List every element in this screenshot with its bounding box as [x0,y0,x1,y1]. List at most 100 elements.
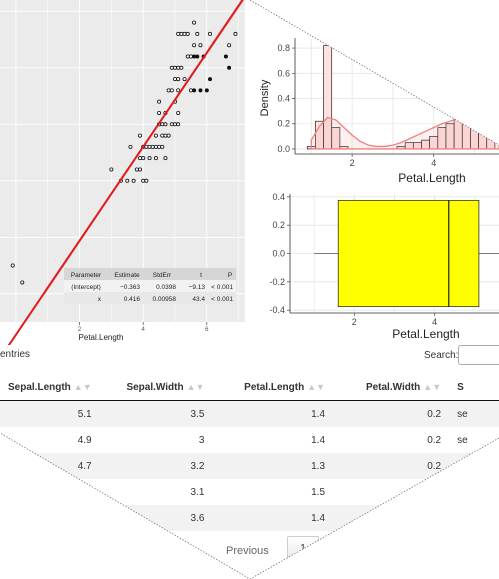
density-y-ticks: 0.8 0.6 0.4 0.2 0.0 [277,43,295,154]
cell-petal-length: 1.4 [212,400,334,427]
cell-sepal-width: 3.1 [190,486,205,498]
sort-icon: ▲▼ [73,381,92,392]
table-row[interactable]: 3.6 1.4 [0,505,499,531]
column-header-sepal-width[interactable]: Sepal.Width ▲▼ [99,374,213,401]
cell-sepal-width: 3.2 [99,453,213,479]
data-point [176,65,181,70]
reg-row-x-estimate: 0.416 [124,296,141,303]
x-tick-label: 2 [352,317,357,327]
cell-species: se [457,434,468,446]
data-point [160,144,165,149]
sort-icon: ▲▼ [186,381,205,392]
data-point [141,156,146,161]
data-point [179,31,184,36]
table-row[interactable]: 5.1 3.5 1.4 0.2 se [0,400,499,427]
table-row[interactable]: 4.9 3 1.4 0.2 se [0,427,499,453]
column-header-label: Sepal.Width [126,381,184,393]
y-tick-label: -0.2 [269,277,285,287]
column-header-petal-length[interactable]: Petal.Length ▲▼ [212,374,334,401]
cell-sepal-length: 5.1 [0,400,100,427]
cell-species: se [449,400,499,427]
y-tick-label: 0.0 [277,144,290,154]
data-point [157,144,162,149]
data-point [131,178,136,183]
scatter-x-label: Petal.Length [79,333,124,342]
y-tick-label: 0.8 [277,43,290,53]
reg-row-x-param: x [98,296,102,303]
table-header-row: Sepal.Length ▲▼ Sepal.Width ▲▼ Petal.Lengt… [0,374,499,401]
cell-species [449,505,499,531]
reg-row-intercept-t: −9.13 [189,284,206,291]
data-point [185,54,190,59]
data-point [10,263,15,268]
cell-petal-length: 1.4 [212,505,334,531]
cell-sepal-width: 3 [198,434,205,446]
data-point [163,122,168,127]
y-tick-label: 0.4 [277,94,290,104]
scatter-x-ticks: 2 4 6 [78,322,209,333]
data-point [172,77,177,82]
data-point [20,280,25,285]
data-point [188,88,193,93]
data-point [128,144,133,149]
data-point [157,99,162,104]
y-tick-label: 0.2 [272,220,285,230]
reg-row-x-stderr: 0.00958 [153,296,177,303]
cell-petal-length: 1.4 [311,434,326,446]
cell-sepal-length: 4.9 [77,434,92,446]
data-point [166,133,171,138]
data-point [176,88,181,93]
scatter-plot: Parameter Estimate StdErr t P (Intercept… [0,0,246,345]
column-header-species[interactable]: S [449,374,499,401]
table-row[interactable]: 4.6 3.1 1.5 [0,479,499,505]
boxplot-y-ticks: 0.4 0.2 0.0 -0.2 -0.4 [269,192,290,315]
column-header-label: Petal.Width [365,381,421,393]
data-point [169,122,174,127]
data-point [163,156,168,161]
data-point [157,110,162,115]
data-point [141,178,146,183]
column-header-label: Sepal.Length [8,381,71,393]
x-tick-label: 6 [205,327,209,333]
x-tick-label: 4 [142,327,146,333]
cell-species [449,479,499,505]
data-point [176,110,181,115]
search-label: Search: [424,350,459,361]
cell-sepal-width: 3.6 [99,505,213,531]
y-tick-label: 0.0 [272,249,285,259]
density-curve [310,116,499,150]
search-input[interactable] [458,345,499,365]
data-point [163,133,168,138]
reg-header-p: P [228,272,232,279]
data-point [185,31,190,36]
data-point [137,133,142,138]
column-header-label: S [457,381,464,393]
data-point [188,54,193,59]
data-point [160,122,165,127]
table-row[interactable]: 4.7 3.2 1.3 0.2 [0,453,499,479]
data-point [150,144,155,149]
reg-row-intercept-param: (Intercept) [71,284,101,291]
column-header-sepal-length[interactable]: Sepal.Length ▲▼ [0,374,100,401]
sort-icon: ▲▼ [423,381,442,392]
regression-line [0,0,246,345]
data-point [192,88,197,93]
cell-petal-length: 1.3 [212,453,334,479]
column-header-label: Petal.Length [244,381,305,393]
data-point [204,88,209,93]
cell-sepal-length: 4.7 [0,453,100,479]
data-point [147,156,152,161]
cell-sepal-length [0,505,100,531]
previous-page-button[interactable]: Previous [226,545,269,557]
data-point [195,54,200,59]
reg-row-x-t: 43.4 [192,296,205,303]
page-1-button[interactable]: 1 [287,536,319,562]
data-point [182,31,187,36]
reg-header-t: t [200,272,202,279]
reg-row-x-p: < 0.001 [211,296,233,303]
x-tick-label: 4 [431,158,436,168]
column-header-petal-width[interactable]: Petal.Width ▲▼ [333,374,450,401]
data-point [176,31,181,36]
